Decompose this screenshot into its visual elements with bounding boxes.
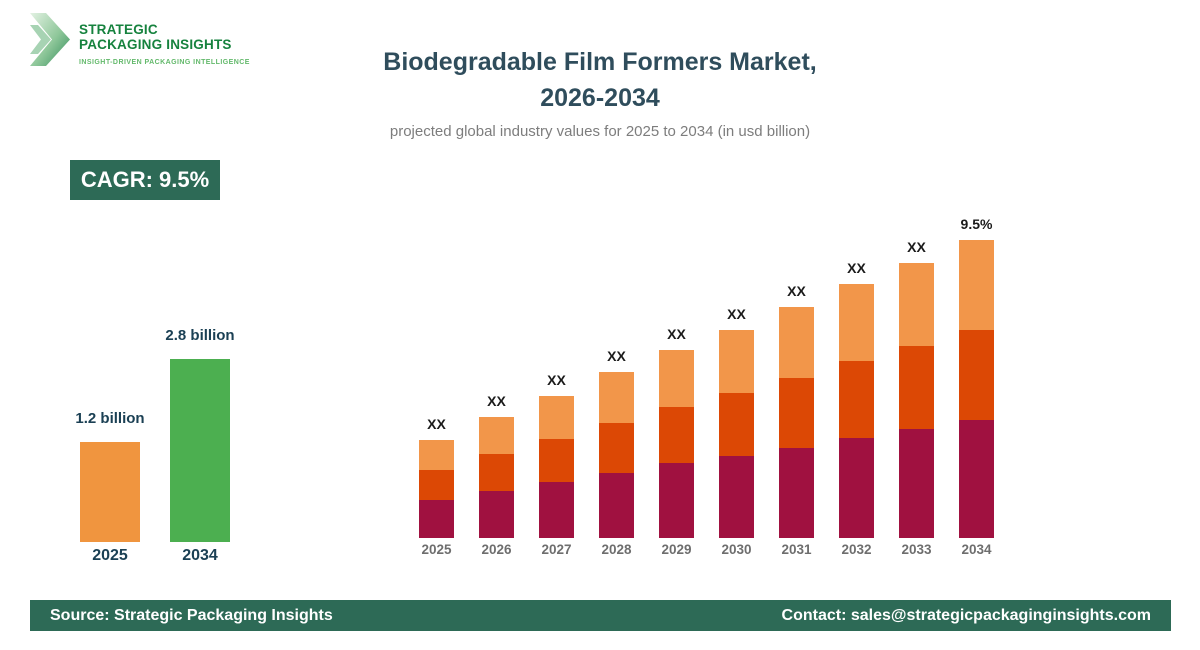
brand-logo: STRATEGIC PACKAGING INSIGHTS INSIGHT-DRI…	[30, 13, 250, 66]
bar-segment-segment-bottom-2029	[659, 463, 694, 538]
bar-segment-segment-bottom-2032	[839, 438, 874, 538]
bar-segment-segment-bottom-2034	[959, 420, 994, 538]
bar-year-label-2034: 2034	[961, 542, 992, 557]
bar-segment-segment-top-2027	[539, 396, 574, 439]
bar-segment-segment-top-2028	[599, 372, 634, 423]
bar-segment-segment-top-2026	[479, 417, 514, 454]
brand-name-line1: STRATEGIC	[79, 22, 158, 37]
bar-segment-segment-top-2032	[839, 284, 874, 361]
summary-year-label-2025: 2025	[92, 547, 128, 564]
bar-segment-segment-middle-2027	[539, 439, 574, 482]
bar-segment-segment-top-2030	[719, 330, 754, 393]
chevron-logo-icon	[30, 13, 70, 66]
bar-year-label-2029: 2029	[661, 542, 692, 557]
summary-year-label-2034: 2034	[182, 547, 218, 564]
bar-segment-segment-top-2034	[959, 240, 994, 330]
bar-year-label-2026: 2026	[481, 542, 512, 557]
summary-bar-2034	[170, 359, 230, 542]
bar-value-label-2030: XX	[727, 306, 746, 322]
bar-value-label-2032: XX	[847, 260, 866, 276]
bar-value-label-2028: XX	[607, 348, 626, 364]
bar-year-label-2033: 2033	[901, 542, 932, 557]
footer-contact-text: Contact: sales@strategicpackaginginsight…	[781, 606, 1151, 624]
bar-segment-segment-top-2031	[779, 307, 814, 378]
bar-segment-segment-bottom-2033	[899, 429, 934, 538]
bar-segment-segment-bottom-2027	[539, 482, 574, 538]
footer-source-text: Source: Strategic Packaging Insights	[50, 606, 333, 624]
bar-segment-segment-bottom-2031	[779, 448, 814, 538]
bar-year-label-2028: 2028	[601, 542, 632, 557]
bar-year-label-2027: 2027	[541, 542, 572, 557]
bar-segment-segment-middle-2030	[719, 393, 754, 456]
bar-year-label-2031: 2031	[781, 542, 812, 557]
bar-segment-segment-top-2029	[659, 350, 694, 407]
bar-value-label-2029: XX	[667, 326, 686, 342]
summary-value-label-2034: 2.8 billion	[165, 327, 235, 344]
bar-value-label-2026: XX	[487, 393, 506, 409]
bar-value-label-2034: 9.5%	[960, 216, 993, 232]
bar-segment-segment-top-2033	[899, 263, 934, 346]
bar-segment-segment-bottom-2030	[719, 456, 754, 538]
bar-value-label-2025: XX	[427, 416, 446, 432]
bar-segment-segment-middle-2033	[899, 346, 934, 429]
bar-value-label-2031: XX	[787, 283, 806, 299]
bar-segment-segment-top-2025	[419, 440, 454, 470]
bar-value-label-2027: XX	[547, 372, 566, 388]
summary-value-label-2025: 1.2 billion	[75, 410, 145, 427]
brand-name-line2: PACKAGING INSIGHTS	[79, 37, 232, 52]
bar-segment-segment-middle-2034	[959, 330, 994, 420]
bar-segment-segment-middle-2025	[419, 470, 454, 500]
page-title-line1: Biodegradable Film Formers Market,	[383, 48, 817, 76]
footer-bar: Source: Strategic Packaging Insights Con…	[30, 600, 1171, 631]
cagr-badge: CAGR: 9.5%	[70, 160, 220, 200]
brand-tagline: INSIGHT-DRIVEN PACKAGING INTELLIGENCE	[79, 59, 250, 66]
page-title-line2: 2026-2034	[540, 84, 660, 112]
bar-segment-segment-middle-2029	[659, 407, 694, 463]
summary-bar-2025	[80, 442, 140, 542]
page-subtitle: projected global industry values for 202…	[389, 123, 811, 140]
bar-year-label-2025: 2025	[421, 542, 452, 557]
bar-segment-segment-middle-2031	[779, 378, 814, 448]
chart-title-block: Biodegradable Film Formers Market, 2026-…	[250, 44, 950, 140]
bar-value-label-2033: XX	[907, 239, 926, 255]
bar-year-label-2030: 2030	[721, 542, 752, 557]
bar-segment-segment-middle-2032	[839, 361, 874, 438]
bar-segment-segment-middle-2028	[599, 423, 634, 473]
bar-segment-segment-bottom-2025	[419, 500, 454, 538]
bar-year-label-2032: 2032	[841, 542, 872, 557]
bar-segment-segment-middle-2026	[479, 454, 514, 491]
brand-name: STRATEGIC PACKAGING INSIGHTS INSIGHT-DRI…	[79, 13, 250, 66]
bar-segment-segment-bottom-2026	[479, 491, 514, 538]
bar-segment-segment-bottom-2028	[599, 473, 634, 538]
